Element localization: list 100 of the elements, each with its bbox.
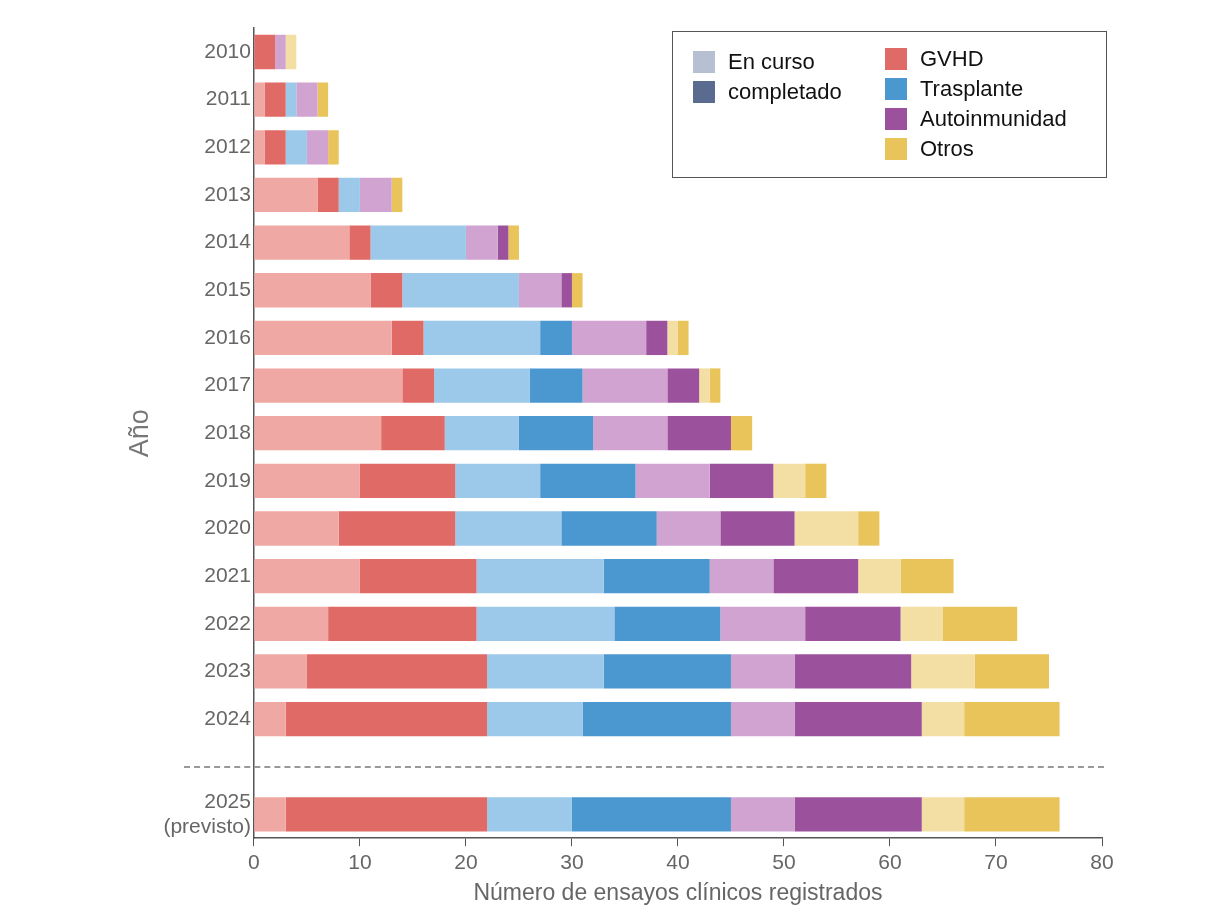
bar bbox=[635, 463, 710, 498]
bar bbox=[338, 511, 456, 546]
y-tick-label: 2018 bbox=[204, 420, 251, 443]
bar bbox=[921, 797, 965, 832]
x-tick-label: 30 bbox=[560, 849, 584, 873]
bar bbox=[402, 368, 435, 403]
bar bbox=[444, 416, 519, 451]
bar bbox=[603, 654, 731, 689]
bar bbox=[370, 225, 466, 260]
bar bbox=[571, 273, 583, 308]
bar bbox=[254, 463, 360, 498]
annotation: En curso bbox=[728, 49, 815, 76]
y-tick-label: 2011 bbox=[205, 86, 251, 110]
bar bbox=[900, 606, 943, 641]
bar bbox=[285, 701, 488, 737]
bar bbox=[254, 654, 307, 689]
y-tick-label: 2020 bbox=[204, 515, 251, 539]
bar bbox=[254, 225, 350, 260]
bar bbox=[561, 511, 657, 546]
bar bbox=[667, 320, 678, 356]
bar bbox=[900, 558, 954, 594]
bar bbox=[858, 511, 880, 546]
bar bbox=[518, 273, 562, 308]
bar bbox=[254, 416, 382, 451]
bar bbox=[709, 368, 721, 403]
bar bbox=[465, 225, 498, 260]
bar bbox=[582, 701, 731, 737]
bar bbox=[317, 177, 339, 213]
bar bbox=[805, 463, 827, 498]
bar bbox=[529, 368, 583, 403]
bar bbox=[730, 797, 795, 832]
bar bbox=[497, 225, 509, 260]
y-tick-label: 2017 bbox=[204, 372, 251, 396]
bar bbox=[614, 606, 721, 641]
y-tick-label: 2015 bbox=[204, 277, 251, 301]
x-axis-title: Número de ensayos clínicos registrados bbox=[473, 878, 883, 905]
bar bbox=[730, 416, 753, 451]
bar bbox=[858, 558, 901, 594]
bar bbox=[455, 463, 541, 498]
bar bbox=[254, 82, 265, 117]
bar bbox=[805, 606, 901, 641]
bar bbox=[921, 701, 965, 737]
bar bbox=[306, 654, 488, 689]
legend-label: Otros bbox=[920, 136, 974, 163]
bar bbox=[476, 558, 604, 594]
bar bbox=[423, 320, 541, 356]
y-tick-label: 2019 bbox=[204, 467, 251, 491]
bar bbox=[487, 654, 604, 689]
annotation: completado bbox=[728, 79, 842, 106]
x-tick-label: 70 bbox=[984, 849, 1008, 873]
bar bbox=[402, 273, 519, 308]
bar bbox=[667, 416, 731, 451]
bar bbox=[794, 511, 859, 546]
bar bbox=[794, 654, 912, 689]
bar bbox=[264, 130, 286, 165]
bar bbox=[254, 511, 339, 546]
bar bbox=[254, 797, 286, 832]
bar bbox=[359, 463, 456, 498]
bar bbox=[773, 558, 859, 594]
bar bbox=[794, 797, 922, 832]
bar bbox=[285, 130, 307, 165]
bar bbox=[359, 558, 477, 594]
x-tick-label: 50 bbox=[772, 849, 796, 873]
bar bbox=[730, 654, 795, 689]
bar bbox=[285, 797, 488, 832]
bar bbox=[571, 797, 731, 832]
bar bbox=[518, 416, 594, 451]
bar bbox=[317, 82, 329, 117]
bar bbox=[561, 273, 572, 308]
x-tick-label: 0 bbox=[248, 849, 260, 873]
bar bbox=[296, 82, 318, 117]
y-tick-label: 2022 bbox=[204, 610, 251, 634]
bar bbox=[656, 511, 721, 546]
bar bbox=[328, 130, 339, 165]
y-tick-label: 2023 bbox=[204, 658, 251, 682]
bar bbox=[593, 416, 668, 451]
bar bbox=[911, 654, 975, 689]
bar bbox=[582, 368, 668, 403]
bar bbox=[730, 701, 795, 737]
bar bbox=[667, 368, 700, 403]
bar bbox=[349, 225, 371, 260]
bar bbox=[677, 320, 689, 356]
y-tick-label: 2021 bbox=[204, 562, 251, 586]
x-tick-label: 40 bbox=[666, 849, 690, 873]
legend-label: Autoinmunidad bbox=[920, 106, 1067, 133]
bar bbox=[964, 701, 1060, 737]
y-tick-label: 2010 bbox=[204, 38, 251, 62]
bar bbox=[254, 606, 329, 641]
bar bbox=[434, 368, 530, 403]
bar bbox=[254, 130, 265, 165]
bar bbox=[254, 177, 318, 213]
bar bbox=[603, 558, 710, 594]
bar bbox=[540, 320, 572, 356]
bar bbox=[720, 606, 806, 641]
bar bbox=[709, 558, 774, 594]
y-tick-label: 2016 bbox=[204, 324, 251, 348]
bar bbox=[254, 34, 276, 70]
bar bbox=[540, 463, 636, 498]
bar bbox=[699, 368, 710, 403]
bar bbox=[285, 34, 297, 70]
